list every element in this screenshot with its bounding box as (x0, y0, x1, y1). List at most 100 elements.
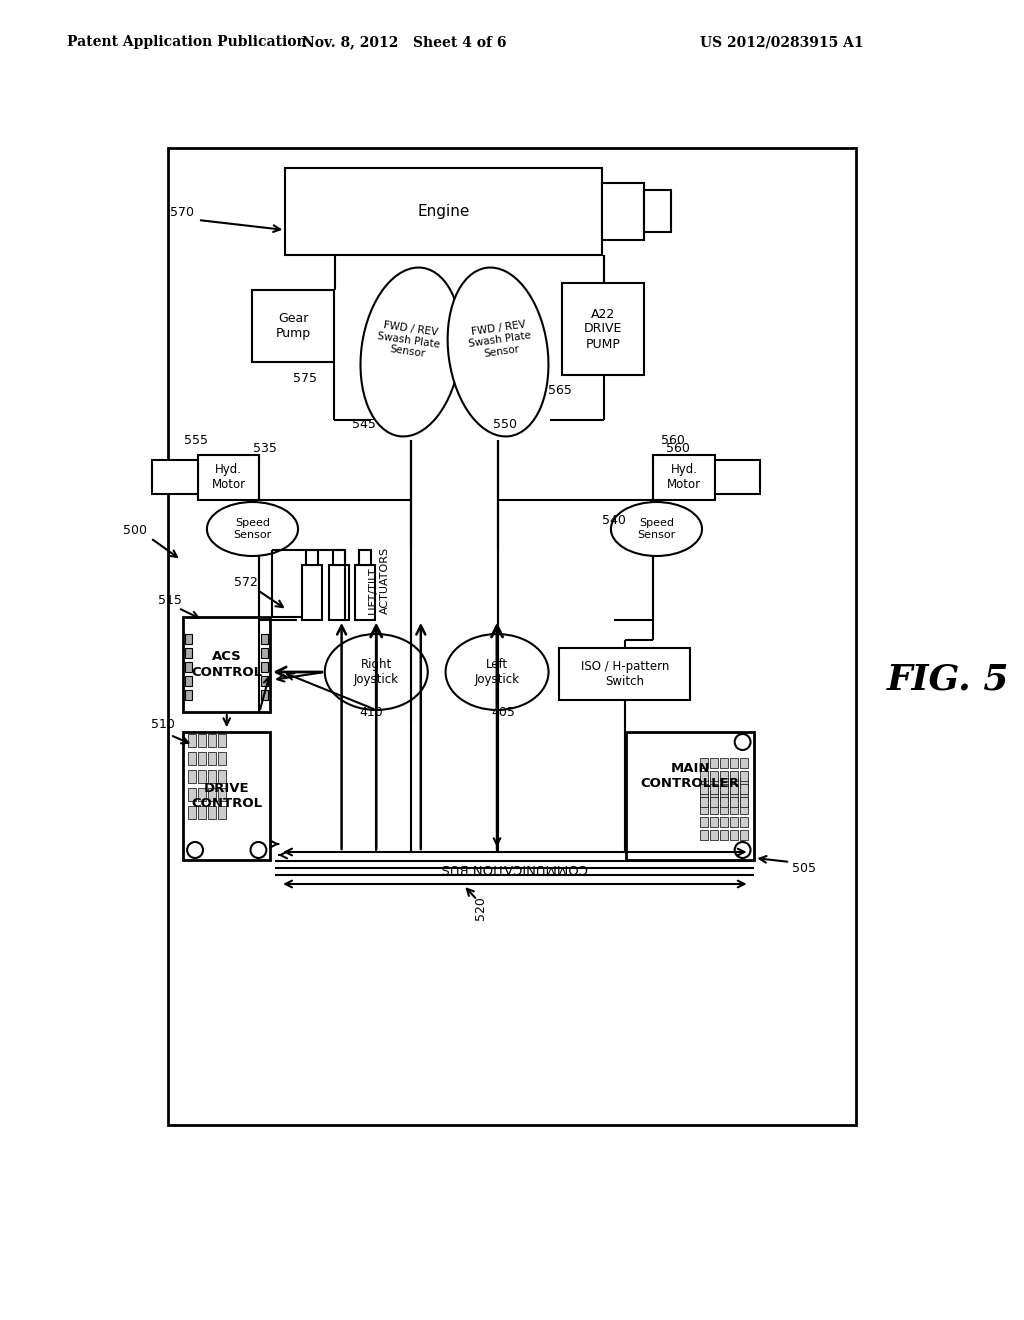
Bar (720, 830, 728, 840)
Bar (730, 791, 737, 801)
Bar (710, 784, 718, 795)
Bar (185, 676, 193, 686)
Bar (730, 830, 737, 840)
Bar (185, 663, 193, 672)
Bar (700, 804, 708, 814)
Bar (218, 770, 225, 783)
Text: 572: 572 (233, 576, 257, 589)
Bar (188, 734, 196, 747)
Text: Right
Joystick: Right Joystick (353, 657, 398, 686)
Bar (185, 648, 193, 657)
Text: ISO / H-pattern
Switch: ISO / H-pattern Switch (581, 660, 669, 688)
Text: A22
DRIVE
PUMP: A22 DRIVE PUMP (584, 308, 623, 351)
Bar (739, 777, 748, 788)
Bar (700, 817, 708, 828)
Text: COMMUNICATION BUS: COMMUNICATION BUS (441, 862, 588, 874)
Bar (720, 784, 728, 795)
Text: 565: 565 (549, 384, 572, 396)
Bar (168, 148, 856, 1125)
Bar (218, 752, 225, 766)
Bar (730, 817, 737, 828)
Bar (653, 455, 715, 500)
Text: Speed
Sensor: Speed Sensor (637, 519, 676, 540)
Text: 540: 540 (602, 513, 626, 527)
Bar (700, 771, 708, 781)
Bar (198, 734, 206, 747)
Bar (700, 777, 708, 788)
Text: Left
Joystick: Left Joystick (474, 657, 519, 686)
Bar (198, 752, 206, 766)
Bar (700, 791, 708, 801)
Text: FWD / REV
Swash Plate
Sensor: FWD / REV Swash Plate Sensor (467, 319, 534, 360)
Bar (198, 807, 206, 818)
Text: FWD / REV
Swash Plate
Sensor: FWD / REV Swash Plate Sensor (376, 319, 442, 360)
Bar (720, 791, 728, 801)
Bar (710, 817, 718, 828)
Bar (739, 797, 748, 807)
Bar (710, 830, 718, 840)
Bar (218, 788, 225, 801)
Text: Hyd.
Motor: Hyd. Motor (212, 463, 246, 491)
Bar (710, 777, 718, 788)
Bar (739, 817, 748, 828)
Bar (710, 797, 718, 807)
Bar (730, 784, 737, 795)
Bar (218, 807, 225, 818)
Bar (710, 771, 718, 781)
Bar (183, 733, 270, 861)
Text: 550: 550 (493, 418, 517, 432)
Bar (302, 565, 322, 620)
Bar (208, 788, 216, 801)
Bar (720, 777, 728, 788)
Text: 520: 520 (474, 896, 486, 920)
Bar (253, 290, 334, 362)
Bar (730, 804, 737, 814)
Bar (208, 770, 216, 783)
Bar (730, 771, 737, 781)
Text: 510: 510 (152, 718, 175, 731)
Bar (730, 777, 737, 788)
Bar (739, 771, 748, 781)
Text: 535: 535 (253, 441, 278, 454)
Bar (644, 190, 672, 232)
Bar (153, 459, 198, 494)
Text: 575: 575 (293, 371, 317, 384)
Ellipse shape (207, 502, 298, 556)
Bar (720, 804, 728, 814)
Bar (602, 183, 644, 240)
Bar (188, 807, 196, 818)
Text: 410: 410 (359, 705, 383, 718)
Bar (198, 770, 206, 783)
Bar (355, 565, 375, 620)
Bar (715, 459, 761, 494)
Text: US 2012/0283915 A1: US 2012/0283915 A1 (700, 36, 864, 49)
Bar (261, 634, 268, 644)
Bar (720, 797, 728, 807)
Ellipse shape (360, 268, 461, 437)
Bar (559, 648, 690, 700)
Text: 555: 555 (184, 433, 208, 446)
Bar (739, 784, 748, 795)
Text: 500: 500 (123, 524, 146, 536)
Bar (306, 550, 317, 565)
Bar (218, 734, 225, 747)
Bar (261, 648, 268, 657)
Bar (261, 676, 268, 686)
Text: FIG. 5: FIG. 5 (888, 663, 1010, 697)
Bar (185, 690, 193, 700)
Ellipse shape (445, 634, 549, 710)
Bar (710, 758, 718, 768)
Bar (359, 550, 372, 565)
Text: Speed
Sensor: Speed Sensor (233, 519, 271, 540)
Bar (208, 734, 216, 747)
Bar (720, 758, 728, 768)
Bar (185, 634, 193, 644)
Bar (710, 804, 718, 814)
Bar (739, 791, 748, 801)
Bar (626, 733, 755, 861)
Bar (700, 758, 708, 768)
Bar (730, 797, 737, 807)
Bar (710, 791, 718, 801)
Bar (720, 771, 728, 781)
Ellipse shape (447, 268, 549, 437)
